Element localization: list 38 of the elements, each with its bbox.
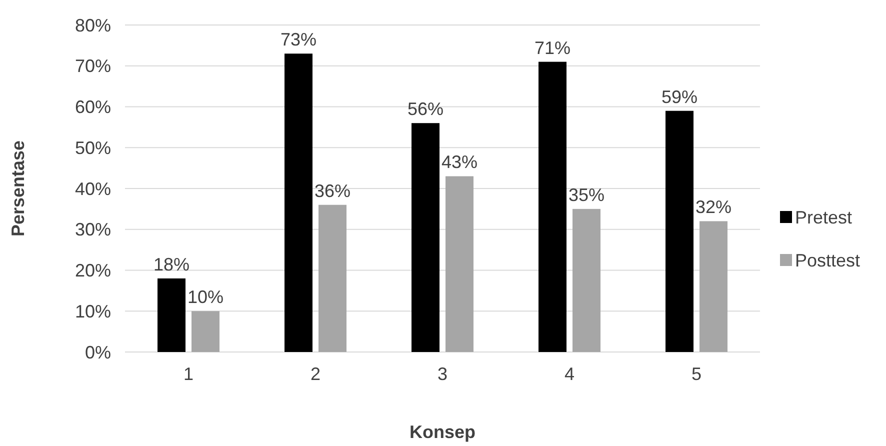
- data-label: 32%: [695, 197, 732, 218]
- x-tick-label: 3: [437, 364, 448, 384]
- bar: [412, 123, 440, 352]
- data-label: 56%: [407, 99, 444, 120]
- bar: [158, 278, 186, 352]
- x-tick-label: 2: [310, 364, 321, 384]
- x-tick-label: 1: [183, 364, 194, 384]
- data-label: 36%: [314, 180, 351, 201]
- bar: [284, 54, 312, 352]
- y-tick-label: 0%: [84, 342, 111, 362]
- x-tick-label: 5: [691, 364, 702, 384]
- data-label: 10%: [187, 287, 224, 308]
- data-label: 35%: [568, 184, 605, 205]
- y-tick-label: 80%: [74, 15, 111, 36]
- data-label: 73%: [280, 30, 317, 50]
- data-label: 18%: [153, 254, 190, 274]
- y-axis-title: Persentase: [8, 140, 28, 237]
- bar: [538, 62, 566, 352]
- bar: [446, 176, 474, 352]
- legend-label: Pretest: [795, 207, 852, 228]
- y-tick-label: 20%: [74, 260, 111, 281]
- bar: [666, 110, 694, 352]
- data-label: 59%: [661, 86, 698, 107]
- x-axis-title: Konsep: [409, 422, 476, 442]
- x-tick-label: 4: [564, 364, 575, 384]
- bar: [318, 204, 346, 352]
- legend-label: Posttest: [795, 250, 860, 270]
- y-tick-label: 70%: [74, 56, 111, 76]
- data-label: 43%: [441, 152, 478, 172]
- y-tick-label: 50%: [74, 138, 111, 158]
- data-label: 71%: [534, 38, 571, 58]
- bar: [572, 208, 600, 352]
- bar: [192, 311, 220, 352]
- y-tick-label: 10%: [74, 301, 111, 322]
- y-tick-label: 40%: [74, 178, 111, 199]
- y-tick-label: 30%: [74, 220, 111, 240]
- bar: [700, 221, 728, 352]
- y-tick-label: 60%: [74, 97, 111, 118]
